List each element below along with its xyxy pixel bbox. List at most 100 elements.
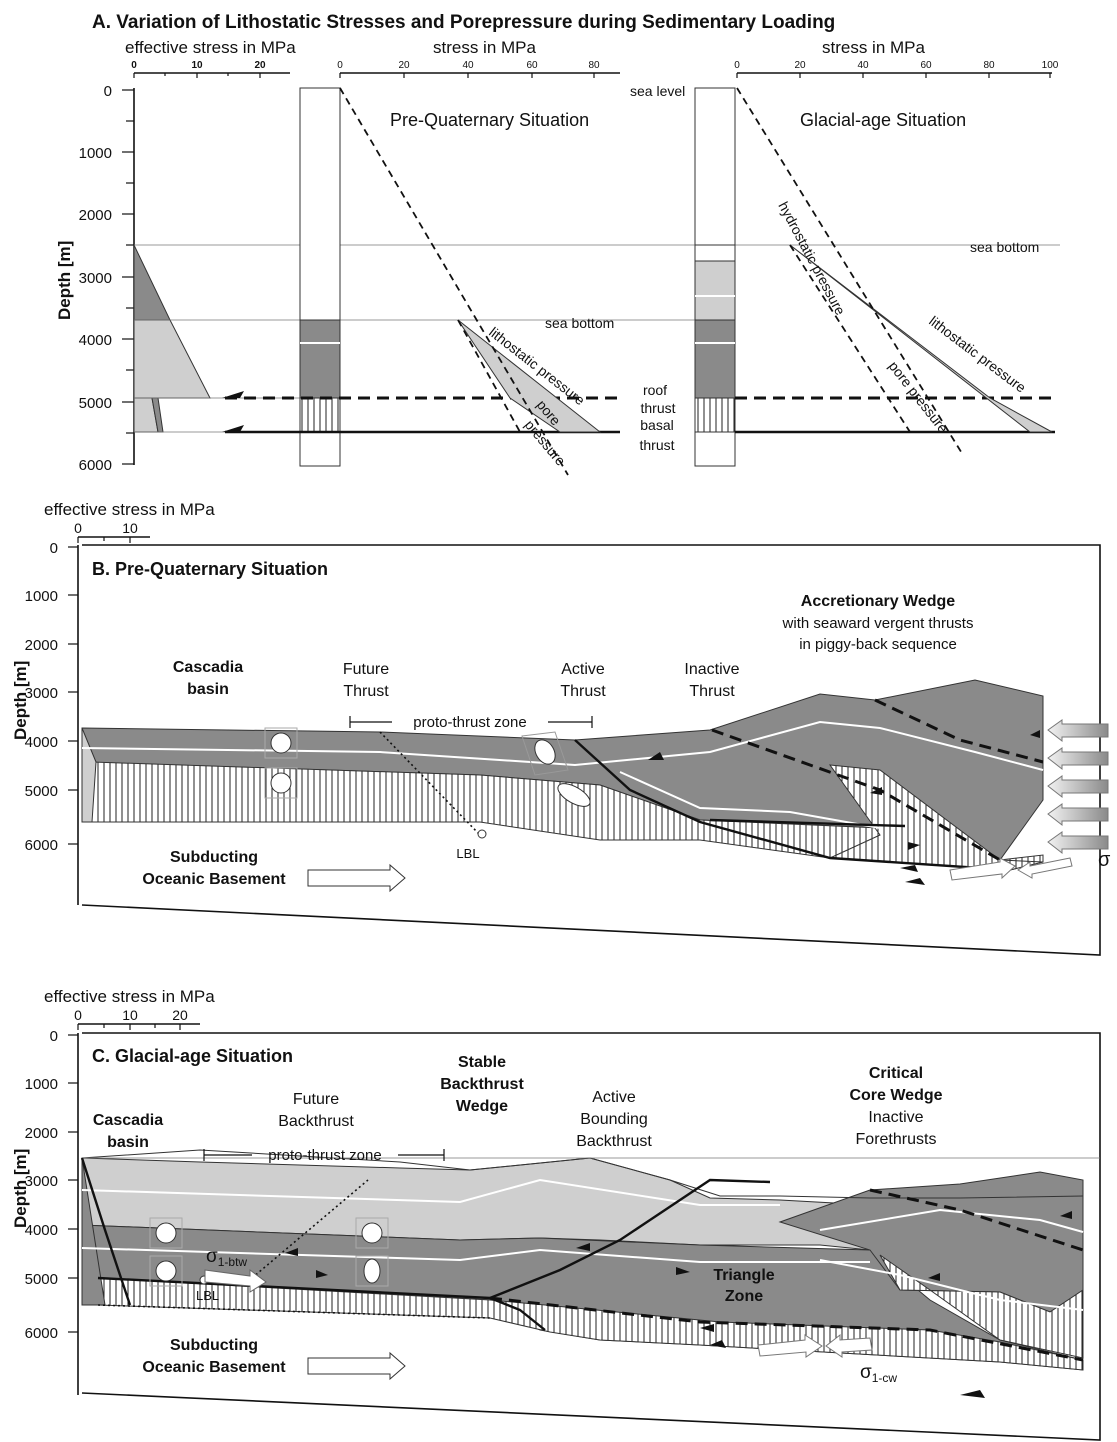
tick-label: 4000 bbox=[79, 332, 112, 349]
tick-label: 60 bbox=[920, 60, 932, 71]
tick-label: 20 bbox=[794, 60, 806, 71]
active-bounding-label-1: Active bbox=[592, 1089, 636, 1106]
subducting-label-c1: Subducting bbox=[170, 1337, 258, 1354]
tick-label: 10 bbox=[122, 520, 138, 536]
tick-label: 20 bbox=[398, 60, 410, 71]
tick-label: 0 bbox=[74, 520, 82, 536]
active-thrust-label-1: Active bbox=[561, 661, 605, 678]
proto-thrust-zone-c: proto-thrust zone bbox=[268, 1147, 381, 1164]
sea-level-label: sea level bbox=[630, 83, 685, 99]
tick-label: 0 bbox=[131, 60, 137, 71]
lbl-label-b: LBL bbox=[456, 846, 479, 861]
tick-label: 80 bbox=[588, 60, 600, 71]
tick-label: 3000 bbox=[25, 1173, 58, 1190]
panel-c: effective stress in MPa 0 10 20 Depth [m… bbox=[11, 987, 1101, 1441]
triangle-zone-label-2: Zone bbox=[725, 1288, 763, 1305]
tick-label: 5000 bbox=[25, 783, 58, 800]
cascadia-label-b1: Cascadia bbox=[173, 659, 243, 676]
depth-label-a: Depth [m] bbox=[55, 241, 74, 320]
cascadia-label-c1: Cascadia bbox=[93, 1112, 163, 1129]
tick-label: 2000 bbox=[25, 1125, 58, 1142]
proto-thrust-zone-b: proto-thrust zone bbox=[413, 714, 526, 731]
cascadia-label-b2: basin bbox=[187, 681, 229, 698]
stable-label-1: Stable bbox=[458, 1054, 506, 1071]
stress-label-a1: stress in MPa bbox=[433, 38, 537, 57]
tick-label: 80 bbox=[983, 60, 995, 71]
tick-label: 0 bbox=[104, 83, 112, 100]
tick-label: 3000 bbox=[25, 685, 58, 702]
effective-stress-label-b: effective stress in MPa bbox=[44, 500, 215, 519]
tick-label: 10 bbox=[122, 1007, 138, 1023]
tick-label: 40 bbox=[857, 60, 869, 71]
active-bounding-label-2: Bounding bbox=[580, 1111, 648, 1128]
tick-label: 40 bbox=[462, 60, 474, 71]
subducting-label-c2: Oceanic Basement bbox=[142, 1359, 286, 1376]
depth-ticks-a: 0 1000 2000 3000 4000 5000 6000 bbox=[79, 83, 134, 474]
panel-b-title: B. Pre-Quaternary Situation bbox=[92, 559, 328, 579]
tick-label: 4000 bbox=[25, 734, 58, 751]
depth-label-c: Depth [m] bbox=[11, 1149, 30, 1228]
tick-label: 5000 bbox=[25, 1271, 58, 1288]
tick-label: 60 bbox=[526, 60, 538, 71]
cascadia-label-c2: basin bbox=[107, 1134, 149, 1151]
lithostatic-label-2: lithostatic pressure bbox=[926, 313, 1029, 396]
pre-quaternary-title-a: Pre-Quaternary Situation bbox=[390, 110, 589, 130]
tick-label: 0 bbox=[337, 60, 343, 71]
piggy-back-label: in piggy-back sequence bbox=[799, 636, 957, 653]
future-thrust-label-2: Thrust bbox=[343, 683, 389, 700]
sigma-cw-label: σ1-cw bbox=[860, 1362, 897, 1385]
tick-label: 1000 bbox=[79, 145, 112, 162]
panel-b: effective stress in MPa 0 10 Depth [m] 0… bbox=[11, 500, 1111, 956]
tick-label: 4000 bbox=[25, 1222, 58, 1239]
depth-label-b: Depth [m] bbox=[11, 661, 30, 740]
seaward-label: with seaward vergent thrusts bbox=[782, 615, 974, 632]
future-backthrust-label-2: Backthrust bbox=[278, 1113, 354, 1130]
tick-label: 20 bbox=[172, 1007, 188, 1023]
critical-label-1: Critical bbox=[869, 1065, 923, 1082]
sigma-cw-symbol: σ bbox=[860, 1362, 872, 1383]
active-thrust-label-2: Thrust bbox=[560, 683, 606, 700]
tick-label: 1000 bbox=[25, 588, 58, 605]
sigma-btw-symbol: σ bbox=[206, 1246, 218, 1267]
tick-label: 2000 bbox=[79, 207, 112, 224]
glacial-title-a: Glacial-age Situation bbox=[800, 110, 966, 130]
roof-label-a: roof bbox=[643, 382, 667, 398]
depth-ticks-b: 0 1000 2000 3000 4000 5000 6000 bbox=[25, 540, 78, 854]
tick-label: 5000 bbox=[79, 395, 112, 412]
future-backthrust-label-1: Future bbox=[293, 1091, 339, 1108]
active-bounding-label-3: Backthrust bbox=[576, 1133, 652, 1150]
tick-label: 100 bbox=[1042, 60, 1059, 71]
column-pre bbox=[299, 87, 341, 467]
sigma-btw-subscript: 1-btw bbox=[218, 1255, 248, 1269]
tick-label: 10 bbox=[191, 60, 203, 71]
inactive-forethrusts-label-2: Forethrusts bbox=[856, 1131, 937, 1148]
subducting-label-b1: Subducting bbox=[170, 849, 258, 866]
effective-stress-label-a: effective stress in MPa bbox=[125, 38, 296, 57]
depth-ticks-c: 0 1000 2000 3000 4000 5000 6000 bbox=[25, 1028, 78, 1342]
panel-a: A. Variation of Lithostatic Stresses and… bbox=[55, 12, 1060, 476]
sigma-btw-label: σ1-btw bbox=[206, 1246, 247, 1269]
inactive-forethrusts-label-1: Inactive bbox=[868, 1109, 923, 1126]
basal-label-a: basal bbox=[640, 417, 673, 433]
tick-label: 6000 bbox=[25, 1325, 58, 1342]
figure-title: A. Variation of Lithostatic Stresses and… bbox=[92, 12, 835, 33]
triangle-zone-label-1: Triangle bbox=[713, 1267, 774, 1284]
sea-bottom-label-2: sea bottom bbox=[970, 239, 1039, 255]
roof-label-b: thrust bbox=[640, 400, 675, 416]
tick-label: 2000 bbox=[25, 637, 58, 654]
subducting-label-b2: Oceanic Basement bbox=[142, 871, 286, 888]
tick-label: 1000 bbox=[25, 1076, 58, 1093]
basal-label-b: thrust bbox=[639, 437, 674, 453]
lbl-label-c: LBL bbox=[196, 1288, 219, 1303]
tick-label: 0 bbox=[74, 1007, 82, 1023]
tick-label: 0 bbox=[50, 1028, 58, 1045]
sea-bottom-label-1: sea bottom bbox=[545, 315, 614, 331]
effective-stress-label-c: effective stress in MPa bbox=[44, 987, 215, 1006]
eff-ticks-a: 0 10 20 bbox=[131, 60, 266, 78]
tick-label: 6000 bbox=[79, 457, 112, 474]
inactive-thrust-label-2: Thrust bbox=[689, 683, 735, 700]
compression-arrows-b bbox=[1047, 719, 1109, 855]
panel-c-title: C. Glacial-age Situation bbox=[92, 1046, 293, 1066]
stable-label-3: Wedge bbox=[456, 1098, 508, 1115]
